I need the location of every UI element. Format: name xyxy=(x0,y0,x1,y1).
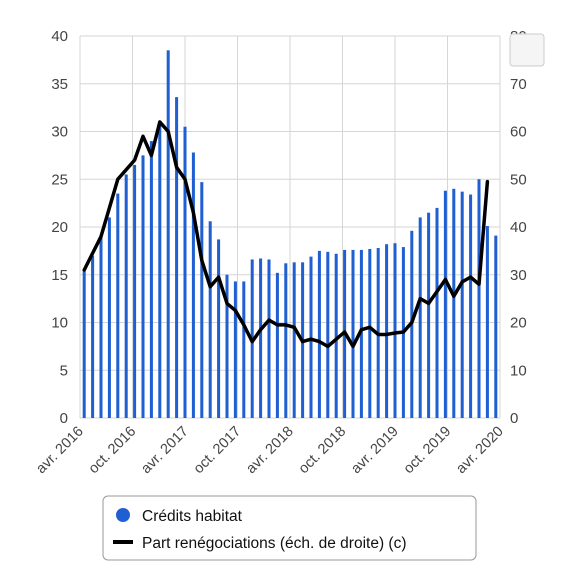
legend-label-part-renegociations: Part renégociations (éch. de droite) (c) xyxy=(142,535,406,552)
left-tick-label: 15 xyxy=(51,267,68,284)
bar xyxy=(233,281,237,418)
bar xyxy=(418,217,422,418)
bar xyxy=(99,236,103,418)
x-tick-label: oct. 2018 xyxy=(296,424,350,478)
x-tick-label: oct. 2017 xyxy=(191,424,245,478)
left-tick-label: 10 xyxy=(51,315,68,332)
legend: Crédits habitat Part renégociations (éch… xyxy=(102,495,477,561)
right-axis-ticks: 01020304050607080 xyxy=(510,28,527,427)
legend-box xyxy=(102,495,477,561)
left-tick-label: 5 xyxy=(60,362,68,379)
x-tick-label: avr. 2019 xyxy=(348,424,402,478)
bar xyxy=(242,281,246,418)
bar xyxy=(292,262,296,418)
bar xyxy=(427,212,431,418)
bar xyxy=(107,217,111,418)
bar xyxy=(309,256,313,418)
bar xyxy=(166,50,170,418)
bar xyxy=(334,253,338,418)
right-tick-label: 30 xyxy=(510,267,527,284)
x-tick-label: avr. 2018 xyxy=(243,424,297,478)
bar xyxy=(443,190,447,418)
left-tick-label: 35 xyxy=(51,76,68,93)
bar xyxy=(368,248,372,418)
bar xyxy=(133,164,137,418)
left-tick-label: 25 xyxy=(51,171,68,188)
bar xyxy=(385,244,389,418)
bar xyxy=(267,259,271,418)
x-tick-label: oct. 2016 xyxy=(86,424,140,478)
bar xyxy=(82,269,86,418)
bar xyxy=(494,235,498,418)
bar xyxy=(116,193,120,418)
bars-credits-habitat xyxy=(82,50,498,419)
bar xyxy=(485,226,489,418)
bar xyxy=(141,155,145,419)
right-tick-label: 70 xyxy=(510,76,527,93)
bar xyxy=(217,239,221,418)
bar xyxy=(317,250,321,419)
bar xyxy=(175,97,179,419)
left-tick-label: 40 xyxy=(51,28,68,45)
right-tick-label: 40 xyxy=(510,219,527,236)
bar xyxy=(225,274,229,418)
x-tick-label: avr. 2020 xyxy=(453,424,507,478)
bar xyxy=(435,207,439,418)
bar xyxy=(200,182,204,418)
bar xyxy=(393,243,397,418)
bar xyxy=(275,272,279,418)
bar xyxy=(259,258,263,418)
right-tick-label: 60 xyxy=(510,124,527,141)
bar xyxy=(326,251,330,418)
left-axis-ticks: 0 5 10 15 20 25 30 35 40 xyxy=(51,28,68,427)
line-part-renegociations xyxy=(82,120,490,349)
left-tick-label: 30 xyxy=(51,124,68,141)
bar xyxy=(158,123,162,419)
bar xyxy=(284,263,288,418)
bar xyxy=(359,249,363,418)
right-tick-label: 50 xyxy=(510,171,527,188)
bar xyxy=(124,174,128,418)
right-tick-label: 0 xyxy=(510,410,518,427)
bar xyxy=(208,221,212,418)
bar xyxy=(183,126,187,418)
left-tick-label: 20 xyxy=(51,219,68,236)
bar xyxy=(91,255,95,418)
bar xyxy=(469,194,473,418)
bar xyxy=(477,179,481,418)
series-line xyxy=(82,120,490,349)
right-tick-label: 20 xyxy=(510,315,527,332)
x-tick-label: avr. 2016 xyxy=(33,424,87,478)
right-tick-label: 10 xyxy=(510,362,527,379)
x-tick-label: oct. 2019 xyxy=(401,424,455,478)
bar xyxy=(149,141,153,419)
bar xyxy=(191,152,195,418)
export-menu-button[interactable] xyxy=(509,33,545,67)
left-tick-label: 0 xyxy=(60,410,68,427)
x-tick-label: avr. 2017 xyxy=(138,424,192,478)
legend-label-credits-habitat: Crédits habitat xyxy=(142,508,243,525)
bar xyxy=(452,188,456,418)
bar xyxy=(460,191,464,418)
bar xyxy=(351,249,355,418)
legend-marker-credits-habitat xyxy=(116,508,130,522)
